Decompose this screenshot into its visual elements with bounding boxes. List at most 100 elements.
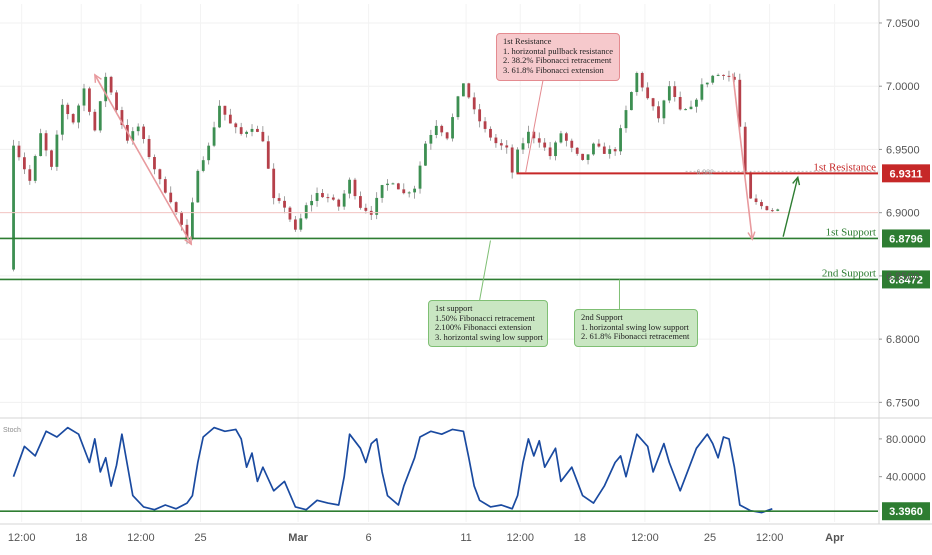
candle-body — [532, 131, 536, 139]
candle-body — [239, 127, 243, 134]
candle-body — [592, 143, 595, 155]
candle-body — [738, 79, 742, 127]
fib-arrow-line — [731, 73, 754, 240]
candle-body — [635, 72, 639, 93]
candle-body — [120, 110, 124, 125]
candle-body — [337, 199, 341, 207]
fib-arrow-head — [94, 73, 102, 83]
candle-body — [559, 133, 563, 143]
candle-body — [207, 145, 211, 161]
candle-body — [554, 142, 557, 157]
candle-body — [711, 75, 715, 83]
candle-body — [185, 224, 189, 239]
candle-body — [776, 209, 780, 211]
candle-body — [760, 202, 763, 207]
candle-body — [299, 218, 303, 230]
candle-body — [586, 154, 590, 160]
candle-body — [359, 196, 362, 208]
candle-body — [386, 183, 389, 186]
candle-body — [293, 219, 297, 230]
candle-body — [667, 86, 671, 101]
price-axis-label: 6.9000 — [886, 208, 920, 220]
candle-body — [142, 126, 146, 139]
candle-body — [228, 114, 232, 124]
candle-body — [136, 126, 140, 132]
candle-body — [201, 160, 205, 171]
resistance-callout-pointer — [525, 79, 544, 173]
candle-body — [570, 140, 574, 148]
candle-body — [521, 143, 525, 150]
candle-body — [277, 198, 281, 201]
candle-body — [109, 76, 113, 93]
candle-body — [250, 128, 254, 132]
support1-callout: 1st support 1.50% Fibonacci retracement … — [428, 300, 548, 347]
candle-body — [640, 72, 644, 88]
candle-body — [245, 131, 248, 134]
stoch-level-tag — [882, 502, 930, 521]
time-axis-label: 25 — [194, 532, 206, 544]
level-price-value: 6.9311 — [889, 168, 922, 180]
resistance-callout-title: 1st Resistance — [503, 36, 552, 46]
candle-body — [60, 104, 64, 135]
candle-body — [608, 149, 612, 154]
time-axis-label: 25 — [704, 532, 716, 544]
candle-body — [619, 128, 622, 152]
candle-body — [527, 131, 530, 144]
candlestick-series — [12, 70, 780, 272]
time-axis-label: 12:00 — [507, 532, 535, 544]
candle-body — [451, 117, 454, 139]
candle-body — [765, 206, 769, 211]
support2-callout-line: 2. 61.8% Fibonacci retracement — [581, 331, 690, 341]
candle-body — [732, 76, 736, 80]
support1-callout-line: 2.100% Fibonacci extension — [435, 322, 532, 332]
candle-body — [440, 125, 444, 133]
stoch-axis-label: 80.0000 — [886, 434, 926, 446]
candle-body — [510, 147, 514, 173]
candle-body — [613, 149, 617, 152]
candle-body — [716, 74, 720, 76]
candle-body — [396, 183, 400, 190]
candle-body — [445, 132, 449, 139]
resistance-callout-line: 3. 61.8% Fibonacci extension — [503, 64, 604, 75]
price-axis-label: 6.9500 — [886, 144, 920, 156]
candle-body — [429, 134, 433, 144]
candle-body — [104, 76, 108, 102]
candle-body — [353, 179, 357, 197]
candle-body — [705, 82, 709, 85]
candle-body — [657, 106, 660, 119]
candle-body — [163, 179, 167, 193]
fib-arrow-head — [184, 236, 193, 246]
candle-body — [283, 200, 286, 208]
candle-body — [505, 145, 509, 148]
candle-body — [82, 88, 86, 106]
candle-body — [478, 109, 482, 122]
support1-callout-pointer — [479, 240, 491, 301]
candle-body — [272, 168, 276, 199]
candle-body — [304, 205, 308, 219]
level-price-tag — [882, 164, 930, 183]
price-axis-label: 6.8500 — [886, 271, 920, 283]
support2-callout-title: 2nd Support — [581, 312, 623, 322]
candle-body — [380, 185, 384, 198]
candle-body — [727, 75, 731, 77]
candle-body — [71, 114, 75, 123]
chart-overlays: 1st Resistance 6.9311 1st Support 6.8796 2nd… — [0, 73, 930, 309]
candle-body — [467, 83, 471, 98]
time-axis-label: 12:00 — [8, 532, 36, 544]
candle-body — [261, 131, 265, 142]
candle-body — [196, 170, 200, 203]
candle-body — [424, 143, 427, 166]
candle-body — [50, 150, 53, 167]
candle-body — [564, 133, 568, 141]
candle-body — [218, 105, 221, 128]
stochastic-panel: Stoch 3.3960 — [0, 417, 932, 521]
candle-body — [472, 97, 476, 110]
candle-body — [516, 149, 519, 173]
candle-body — [407, 192, 411, 194]
candle-body — [321, 193, 324, 198]
candle-body — [548, 147, 552, 157]
candle-body — [174, 202, 178, 212]
level-label: 1st Support — [826, 226, 876, 238]
level-label: 2nd Support — [822, 267, 876, 279]
